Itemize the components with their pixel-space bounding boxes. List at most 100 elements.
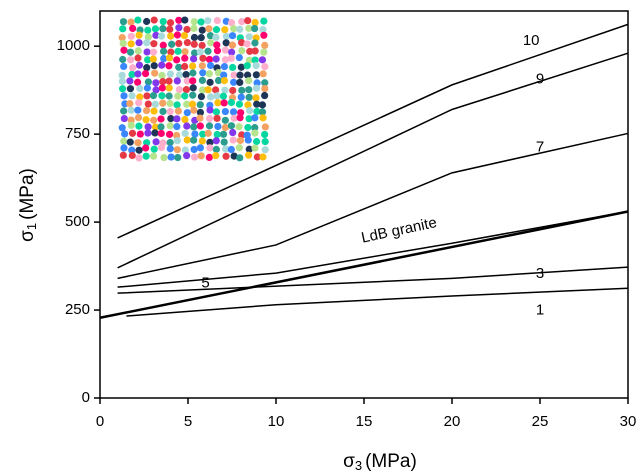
inset-grain	[190, 153, 199, 161]
inset-grain	[149, 92, 158, 100]
inset-grain	[134, 54, 142, 62]
inset-grain	[165, 62, 173, 70]
inset-grain	[261, 63, 269, 71]
inset-grain	[158, 92, 166, 100]
inset-grain	[173, 31, 182, 39]
inset-image	[118, 16, 269, 162]
inset-grain	[227, 54, 235, 62]
inset-grain	[151, 123, 160, 131]
inset-grain	[261, 91, 269, 100]
inset-grain	[119, 39, 127, 47]
inset-grain	[157, 129, 165, 138]
inset-grain	[252, 94, 260, 102]
inset-grain	[258, 108, 267, 116]
inset-grain	[143, 39, 151, 47]
inset-grain	[206, 78, 214, 86]
inset-grain	[157, 115, 165, 123]
inset-grain	[206, 61, 215, 70]
inset-grain	[222, 39, 230, 47]
inset-grain	[206, 144, 214, 152]
inset-grain	[182, 71, 190, 79]
inset-grain	[120, 46, 128, 54]
inset-grain	[236, 154, 244, 162]
inset-grain	[219, 92, 228, 100]
inset-grain	[166, 107, 174, 116]
inset-grain	[245, 93, 253, 101]
inset-grain	[118, 124, 126, 132]
inset-grain	[129, 64, 137, 72]
inset-grain	[251, 47, 259, 55]
inset-grain	[198, 62, 206, 70]
x-label-subscript: 3	[355, 458, 362, 472]
inset-grain	[243, 71, 252, 79]
inset-grain	[142, 152, 150, 160]
inset-grain	[213, 16, 221, 25]
inset-grain	[144, 33, 152, 41]
inset-grain	[206, 138, 214, 146]
inset-grain	[214, 76, 223, 85]
series-label: 1	[536, 302, 544, 319]
x-tick-label: 20	[444, 413, 461, 430]
inset-grain	[261, 138, 269, 146]
inset-grain	[182, 86, 190, 94]
inset-grain	[150, 116, 158, 124]
inset-grain	[221, 86, 229, 94]
inset-grain	[141, 70, 150, 78]
inset-grain	[238, 131, 246, 139]
inset-grain	[196, 144, 204, 152]
inset-grain	[144, 123, 152, 131]
inset-grain	[128, 70, 136, 79]
inset-grain	[135, 154, 143, 162]
inset-grain	[175, 39, 183, 48]
inset-grain	[236, 136, 244, 145]
inset-grain	[190, 55, 198, 63]
inset-grain	[173, 115, 181, 123]
inset-grain	[135, 146, 143, 154]
inset-grain	[253, 107, 261, 116]
inset-grain	[196, 101, 204, 109]
series-line	[126, 287, 629, 317]
inset-grain	[245, 145, 253, 153]
inset-grain	[221, 123, 229, 132]
inset-grain	[245, 56, 253, 64]
inset-grain	[258, 101, 267, 109]
inset-grain	[142, 116, 150, 124]
y-label-unit: (MPa)	[17, 168, 38, 220]
x-tick-label: 15	[356, 413, 373, 430]
inset-grain	[221, 46, 230, 54]
inset-grain	[245, 106, 254, 115]
inset-grain	[160, 153, 168, 162]
inset-grain	[175, 71, 184, 79]
y-axis-label: σ1 (MPa)	[17, 168, 39, 242]
inset-grain	[221, 26, 229, 34]
inset-grain	[118, 85, 127, 93]
inset-grain	[212, 137, 220, 145]
inset-grain	[230, 25, 238, 33]
inset-grain	[259, 70, 267, 78]
inset-grain	[219, 130, 228, 138]
inset-grain	[222, 152, 230, 160]
inset-grain	[221, 56, 230, 64]
inset-grain	[174, 107, 182, 115]
inset-grain	[197, 34, 205, 42]
inset-grain	[238, 86, 246, 94]
inset-grain	[199, 69, 207, 77]
inset-grain	[198, 26, 206, 34]
inset-grain	[165, 84, 173, 92]
inset-grain	[134, 70, 142, 78]
y-tick-label: 500	[65, 213, 90, 230]
inset-grain	[204, 86, 212, 94]
inset-grain	[150, 145, 158, 153]
series-line	[117, 266, 629, 294]
inset-grain	[157, 32, 166, 40]
series-line	[117, 132, 629, 280]
inset-grain	[190, 145, 198, 154]
inset-grain	[166, 19, 175, 27]
inset-grain	[261, 84, 269, 93]
inset-grain	[189, 77, 197, 85]
inset-grain	[235, 53, 243, 62]
inset-grain	[199, 130, 207, 138]
inset-grain	[173, 77, 181, 85]
inset-grain	[190, 33, 199, 42]
inset-grain	[183, 109, 191, 117]
